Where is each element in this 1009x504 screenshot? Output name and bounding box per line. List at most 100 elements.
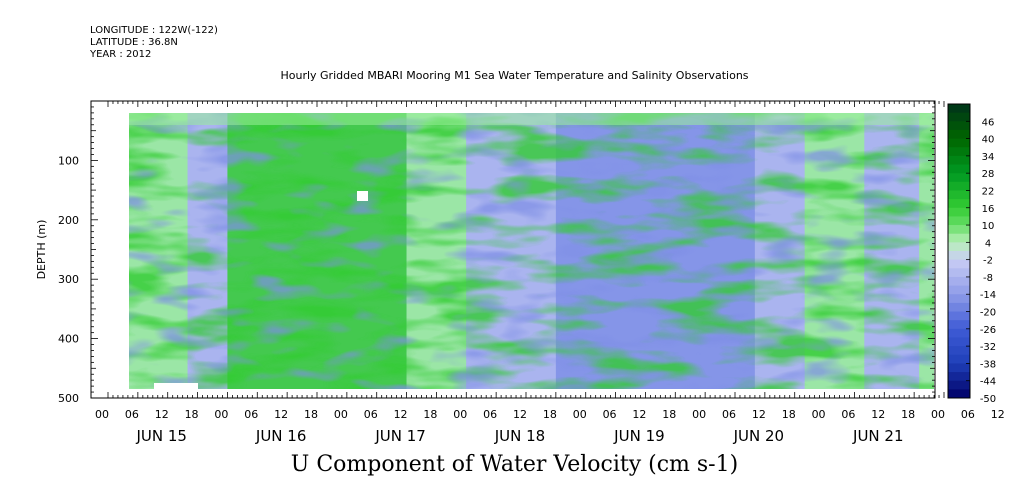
colorbar-tick-label: -38 [980,359,996,370]
colorbar-tick-label: -8 [983,273,993,284]
colorbar-swatch [948,242,970,252]
day-tick-label: JUN 19 [613,427,664,445]
colorbar-swatch [948,164,970,174]
chart-title: Hourly Gridded MBARI Mooring M1 Sea Wate… [280,69,749,82]
day-tick-label: JUN 21 [852,427,903,445]
colorbar-swatch [948,389,970,399]
y-axis-label: DEPTH (m) [35,220,48,280]
colorbar-swatch [948,129,970,140]
field-negative-patches [129,113,934,389]
year-label: YEAR : 2012 [90,49,152,60]
day-tick-label: JUN 17 [374,427,425,445]
colorbar-swatch [948,121,970,131]
colorbar-tick-label: 40 [982,135,995,146]
hour-tick-label: 00 [453,408,467,421]
colorbar: 46 40 34 28 22 16 10 4 -2 -8 -14 -20 -26 -32 -38 -44 -50 [947,103,996,405]
colorbar-tick-label: 22 [982,186,995,197]
depth-tick-label: 200 [58,214,79,227]
hour-tick-label: 06 [125,408,139,421]
hour-tick-label: 12 [155,408,169,421]
colorbar-tick-label: 28 [982,169,995,180]
colorbar-swatch [948,337,970,347]
colorbar-swatch [948,328,970,338]
hour-tick-label: 00 [931,408,945,421]
hour-tick-label: 18 [662,408,676,421]
depth-tick-label: 300 [58,273,79,286]
colorbar-frame [947,103,971,399]
hour-tick-label: 18 [185,408,199,421]
hour-tick-label: 12 [394,408,408,421]
velocity-field [129,113,934,389]
day-tick-label: JUN 20 [733,427,784,445]
colorbar-tick-label: 4 [985,238,991,249]
hour-tick-label: 18 [782,408,796,421]
colorbar-swatch [948,190,970,200]
hour-tick-label: 12 [752,408,766,421]
hour-tick-label: 18 [423,408,437,421]
day-tick-label: JUN 15 [135,427,186,445]
hour-tick-label: 12 [871,408,885,421]
colorbar-tick-label: -14 [980,290,996,301]
hour-tick-label: 18 [543,408,557,421]
depth-tick-label: 100 [58,154,79,167]
colorbar-tick-label: 46 [982,117,995,128]
colorbar-swatch [948,173,970,183]
missing-data-bottom [154,383,198,389]
colorbar-swatch [948,233,970,243]
plot-axes: 00 06 12 18 00 06 12 18 00 06 12 18 00 06 12 18 00 06 12 18… [35,100,1005,445]
colorbar-swatch [948,294,970,304]
hour-tick-label: 18 [901,408,915,421]
colorbar-tick-label: -20 [980,308,996,319]
hour-tick-label: 06 [961,408,975,421]
colorbar-swatch [948,259,970,269]
colorbar-swatch [948,147,970,157]
hour-tick-label: 06 [603,408,617,421]
colorbar-tick-label: -32 [980,342,996,353]
hour-tick-label: 06 [841,408,855,421]
hour-tick-label: 00 [812,408,826,421]
colorbar-swatch [948,268,970,278]
colorbar-tick-label: -2 [983,256,993,267]
latitude-label: LATITUDE : 36.8N [90,37,178,48]
hour-tick-label: 12 [513,408,527,421]
day-tick-label: JUN 16 [255,427,306,445]
missing-data-patch [357,191,368,201]
hour-tick-label: 06 [722,408,736,421]
colorbar-swatch [948,311,970,321]
colorbar-swatch [948,251,970,261]
hour-tick-label: 06 [483,408,497,421]
hour-tick-label: 00 [95,408,109,421]
hour-tick-label: 12 [991,408,1005,421]
colorbar-swatch [948,155,970,166]
colorbar-swatch [948,104,970,114]
colorbar-swatch [948,285,970,295]
colorbar-tick-label: -44 [980,377,996,388]
colorbar-tick-label: 10 [982,221,995,232]
surface-band [129,113,934,125]
colorbar-swatch [948,380,970,390]
colorbar-swatch [948,346,970,356]
colorbar-swatch [948,207,970,217]
hour-tick-label: 12 [632,408,646,421]
colorbar-swatch [948,216,970,226]
depth-tick-label: 500 [58,392,79,405]
colorbar-swatch [948,225,970,235]
colorbar-swatch [948,320,970,330]
colorbar-swatch [948,181,970,191]
colorbar-swatch [948,302,970,313]
colorbar-tick-label: 16 [982,204,995,215]
hour-tick-label: 00 [214,408,228,421]
longitude-label: LONGITUDE : 122W(-122) [90,25,218,36]
colorbar-tick-label: -26 [980,325,996,336]
colorbar-swatch [948,363,970,373]
colorbar-swatch [948,372,970,382]
colorbar-swatch [948,112,970,122]
colorbar-tick-label: 34 [982,152,995,163]
day-tick-label: JUN 18 [494,427,545,445]
depth-tick-label: 400 [58,333,79,346]
hour-tick-label: 00 [334,408,348,421]
hour-tick-label: 12 [274,408,288,421]
colorbar-swatch [948,138,970,148]
chart-subtitle: U Component of Water Velocity (cm s-1) [290,452,739,477]
